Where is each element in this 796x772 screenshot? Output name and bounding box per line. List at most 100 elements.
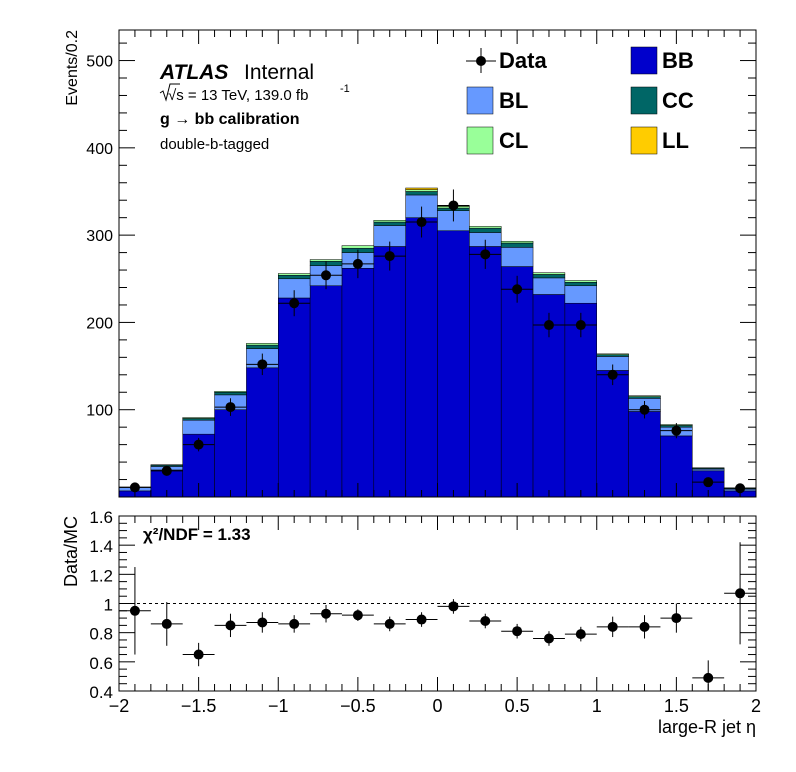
bar-bb-16 xyxy=(628,411,661,498)
data-point-18 xyxy=(703,477,714,488)
selection-label: g → bb calibration xyxy=(160,111,300,128)
bar-cc-2 xyxy=(182,418,215,421)
ratio-point-4 xyxy=(257,617,268,628)
energy-label: √s = 13 TeV, 139.0 fb xyxy=(168,87,308,104)
bar-cl-6 xyxy=(309,259,343,262)
ratio-xtick-label-6: 1 xyxy=(592,696,602,716)
svg-text:CL: CL xyxy=(499,128,528,153)
ratio-point-2 xyxy=(193,649,204,660)
bar-cc-13 xyxy=(532,274,566,279)
bar-cc-16 xyxy=(628,396,661,399)
data-point-3 xyxy=(225,402,236,413)
bar-bl-14 xyxy=(564,285,598,304)
ratio-xtick-label-8: 2 xyxy=(751,696,761,716)
bar-bb-4 xyxy=(246,367,279,498)
legend-cc: CC xyxy=(630,86,694,115)
bar-cl-3 xyxy=(214,391,247,393)
bar-cc-3 xyxy=(214,392,247,396)
data-point-8 xyxy=(384,251,395,262)
bar-cl-15 xyxy=(596,353,629,355)
bar-cl-11 xyxy=(469,226,502,229)
bar-cl-13 xyxy=(532,272,566,275)
bar-cl-2 xyxy=(182,417,215,419)
main-ytick-label-4: 500 xyxy=(86,54,113,71)
svg-text:CC: CC xyxy=(662,88,694,113)
ratio-point-9 xyxy=(416,614,427,625)
data-point-4 xyxy=(257,359,268,370)
legend-cl: CL xyxy=(466,126,528,155)
data-point-5 xyxy=(289,298,300,309)
ratio-point-19 xyxy=(735,588,746,599)
ratio-ytick-label-6: 1.6 xyxy=(89,508,113,527)
ratio-point-8 xyxy=(384,618,395,629)
bar-bb-3 xyxy=(214,409,247,498)
ratio-point-0 xyxy=(129,605,140,616)
legend: Data BB BL CC CL LL xyxy=(466,46,694,155)
bar-bb-7 xyxy=(341,268,375,498)
ratio-panel: 0.4 0.6 0.8 1 1.2 1.4 1.6 −2 −1.5 −1 −0.5 0 0.5 1 1.5 2… xyxy=(61,508,761,737)
ratio-point-10 xyxy=(448,601,459,612)
bar-cc-15 xyxy=(596,354,629,357)
ratio-point-7 xyxy=(352,610,363,621)
bar-bb-5 xyxy=(278,297,311,498)
x-axis-title: large-R jet η xyxy=(658,717,756,737)
ratio-point-1 xyxy=(161,618,172,629)
ratio-point-17 xyxy=(671,613,682,624)
stacked-bars xyxy=(118,187,757,498)
main-ytick-label-3: 400 xyxy=(86,141,113,158)
main-panel: 100 200 300 400 500 Events/0.2 ATLAS Interna… xyxy=(64,29,757,498)
bar-cc-8 xyxy=(373,221,406,226)
bar-cl-7 xyxy=(341,245,375,249)
svg-text:BB: BB xyxy=(662,48,694,73)
bar-cl-5 xyxy=(278,273,311,276)
data-point-0 xyxy=(129,482,140,493)
ratio-xtick-label-3: −0.5 xyxy=(340,696,376,716)
bar-ll-9 xyxy=(405,187,438,190)
ratio-xtick-label-7: 1.5 xyxy=(664,696,689,716)
data-point-1 xyxy=(161,465,172,476)
bar-cc-4 xyxy=(246,344,279,349)
data-point-9 xyxy=(416,217,427,228)
bar-bb-6 xyxy=(309,285,343,498)
data-point-13 xyxy=(543,320,554,331)
bar-cc-5 xyxy=(278,275,311,280)
bar-bl-12 xyxy=(500,247,534,267)
main-ytick-label-0: 100 xyxy=(86,403,113,420)
data-point-12 xyxy=(512,284,523,295)
ratio-point-3 xyxy=(225,620,236,631)
bar-bb-9 xyxy=(405,217,438,498)
bar-cc-11 xyxy=(469,227,502,233)
ratio-point-5 xyxy=(289,618,300,629)
ratio-ytick-label-0: 0.4 xyxy=(89,683,113,702)
ratio-axes: 0.4 0.6 0.8 1 1.2 1.4 1.6 −2 −1.5 −1 −0.5 0 0.5 1 1.5 2 xyxy=(89,508,761,716)
bar-bl-13 xyxy=(532,277,566,295)
ratio-point-13 xyxy=(543,633,554,644)
legend-bb: BB xyxy=(630,46,694,75)
data-point-17 xyxy=(671,425,682,436)
ratio-point-12 xyxy=(512,626,523,637)
bar-cl-16 xyxy=(628,395,661,397)
ratio-point-15 xyxy=(607,621,618,632)
ratio-xtick-label-0: −2 xyxy=(109,696,130,716)
bar-cc-14 xyxy=(564,282,598,287)
legend-ll: LL xyxy=(630,126,689,155)
ratio-point-6 xyxy=(321,608,332,619)
atlas-status: Internal xyxy=(244,61,314,84)
ratio-xtick-label-1: −1.5 xyxy=(181,696,217,716)
ratio-frame xyxy=(118,515,757,692)
tagging-label: double-b-tagged xyxy=(160,136,269,153)
sqrt-symbol xyxy=(159,83,180,102)
bar-cl-4 xyxy=(246,343,279,346)
ratio-ytick-label-4: 1.2 xyxy=(89,566,113,585)
data-point-7 xyxy=(352,258,363,269)
ratio-ytick-label-5: 1.4 xyxy=(89,537,113,556)
y-axis-title: Events/0.2 xyxy=(64,30,81,106)
ratio-point-14 xyxy=(575,629,586,640)
legend-bl: BL xyxy=(466,86,528,115)
data-point-15 xyxy=(607,369,618,380)
bar-bl-18 xyxy=(692,468,725,472)
bar-cl-12 xyxy=(500,240,534,244)
svg-text:Data: Data xyxy=(499,48,547,73)
bar-cc-12 xyxy=(500,242,534,248)
